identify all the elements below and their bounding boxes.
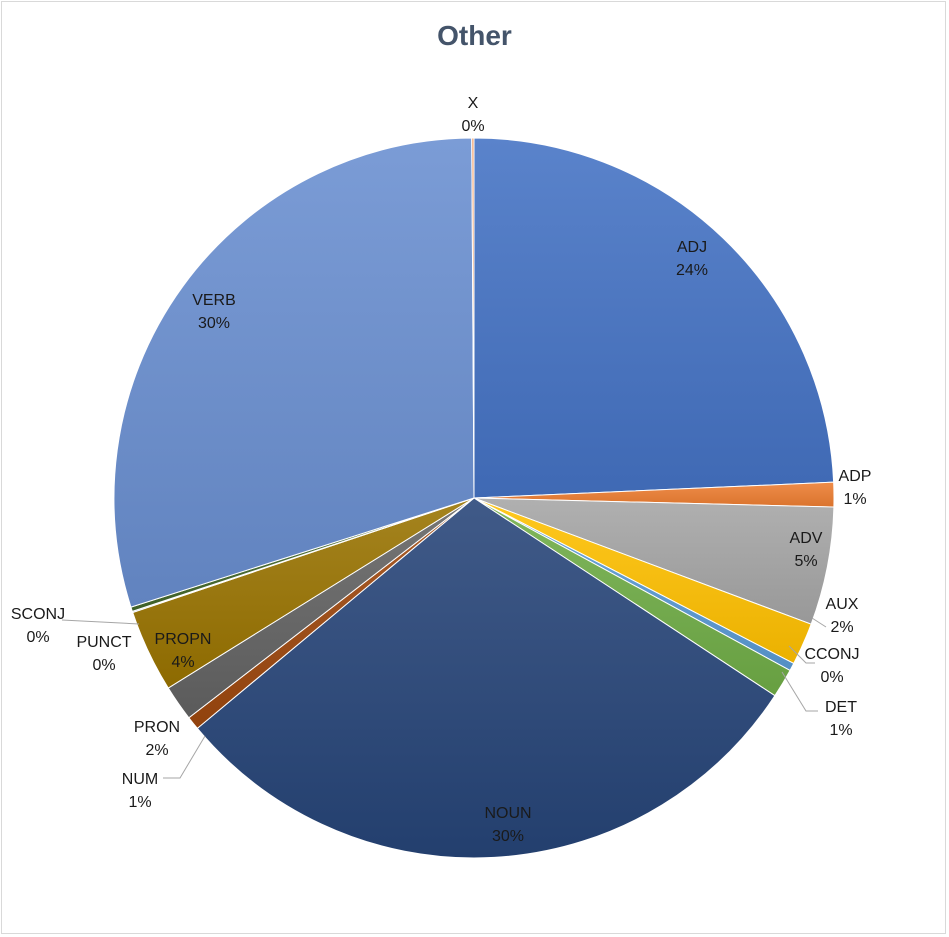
leader-line-det xyxy=(781,671,818,712)
leader-line-aux xyxy=(811,617,827,628)
data-label-num: NUM 1% xyxy=(122,771,158,811)
slice-verb xyxy=(113,137,475,608)
category-name: NUM xyxy=(122,771,158,788)
percent-value: 1% xyxy=(843,491,866,508)
data-label-aux: AUX 2% xyxy=(826,596,859,636)
category-name: PROPN xyxy=(155,631,212,648)
chart-title: Other xyxy=(437,20,512,51)
category-name: X xyxy=(468,95,479,112)
percent-value: 2% xyxy=(145,742,168,759)
slice-noun xyxy=(196,497,776,859)
data-label-verb: VERB 30% xyxy=(192,292,236,332)
category-name: PUNCT xyxy=(76,634,131,651)
category-name: ADP xyxy=(839,468,872,485)
percent-value: 0% xyxy=(820,669,843,686)
slice-adj xyxy=(473,137,835,499)
data-label-det: DET 1% xyxy=(825,699,857,739)
percent-value: 0% xyxy=(461,118,484,135)
percent-value: 1% xyxy=(128,794,151,811)
category-name: DET xyxy=(825,699,857,716)
percent-value: 30% xyxy=(198,315,230,332)
percent-value: 0% xyxy=(26,629,49,646)
category-name: SCONJ xyxy=(11,606,65,623)
data-label-cconj: CCONJ 0% xyxy=(804,646,859,686)
data-label-adj: ADJ 24% xyxy=(676,239,708,279)
category-name: NOUN xyxy=(484,805,531,822)
data-label-sconj: SCONJ 0% xyxy=(11,606,65,646)
leader-line-num xyxy=(163,735,206,779)
percent-value: 30% xyxy=(492,828,524,845)
data-label-adp: ADP 1% xyxy=(839,468,872,508)
percent-value: 4% xyxy=(171,654,194,671)
category-name: CCONJ xyxy=(804,646,859,663)
data-label-propn: PROPN 4% xyxy=(155,631,212,671)
data-label-x: X 0% xyxy=(461,95,484,135)
percent-value: 0% xyxy=(92,657,115,674)
percent-value: 1% xyxy=(829,722,852,739)
data-label-adv: ADV 5% xyxy=(790,530,823,570)
data-label-pron: PRON 2% xyxy=(134,719,180,759)
percent-value: 24% xyxy=(676,262,708,279)
leader-line-cconj xyxy=(788,645,815,664)
data-label-noun: NOUN 30% xyxy=(484,805,531,845)
category-name: ADJ xyxy=(677,239,707,256)
percent-value: 2% xyxy=(830,619,853,636)
category-name: PRON xyxy=(134,719,180,736)
leader-line-sconj xyxy=(61,619,140,625)
slice-x xyxy=(471,137,475,499)
category-name: ADV xyxy=(790,530,823,547)
category-name: VERB xyxy=(192,292,236,309)
percent-value: 5% xyxy=(794,553,817,570)
category-name: AUX xyxy=(826,596,859,613)
data-label-punct: PUNCT 0% xyxy=(76,634,131,674)
